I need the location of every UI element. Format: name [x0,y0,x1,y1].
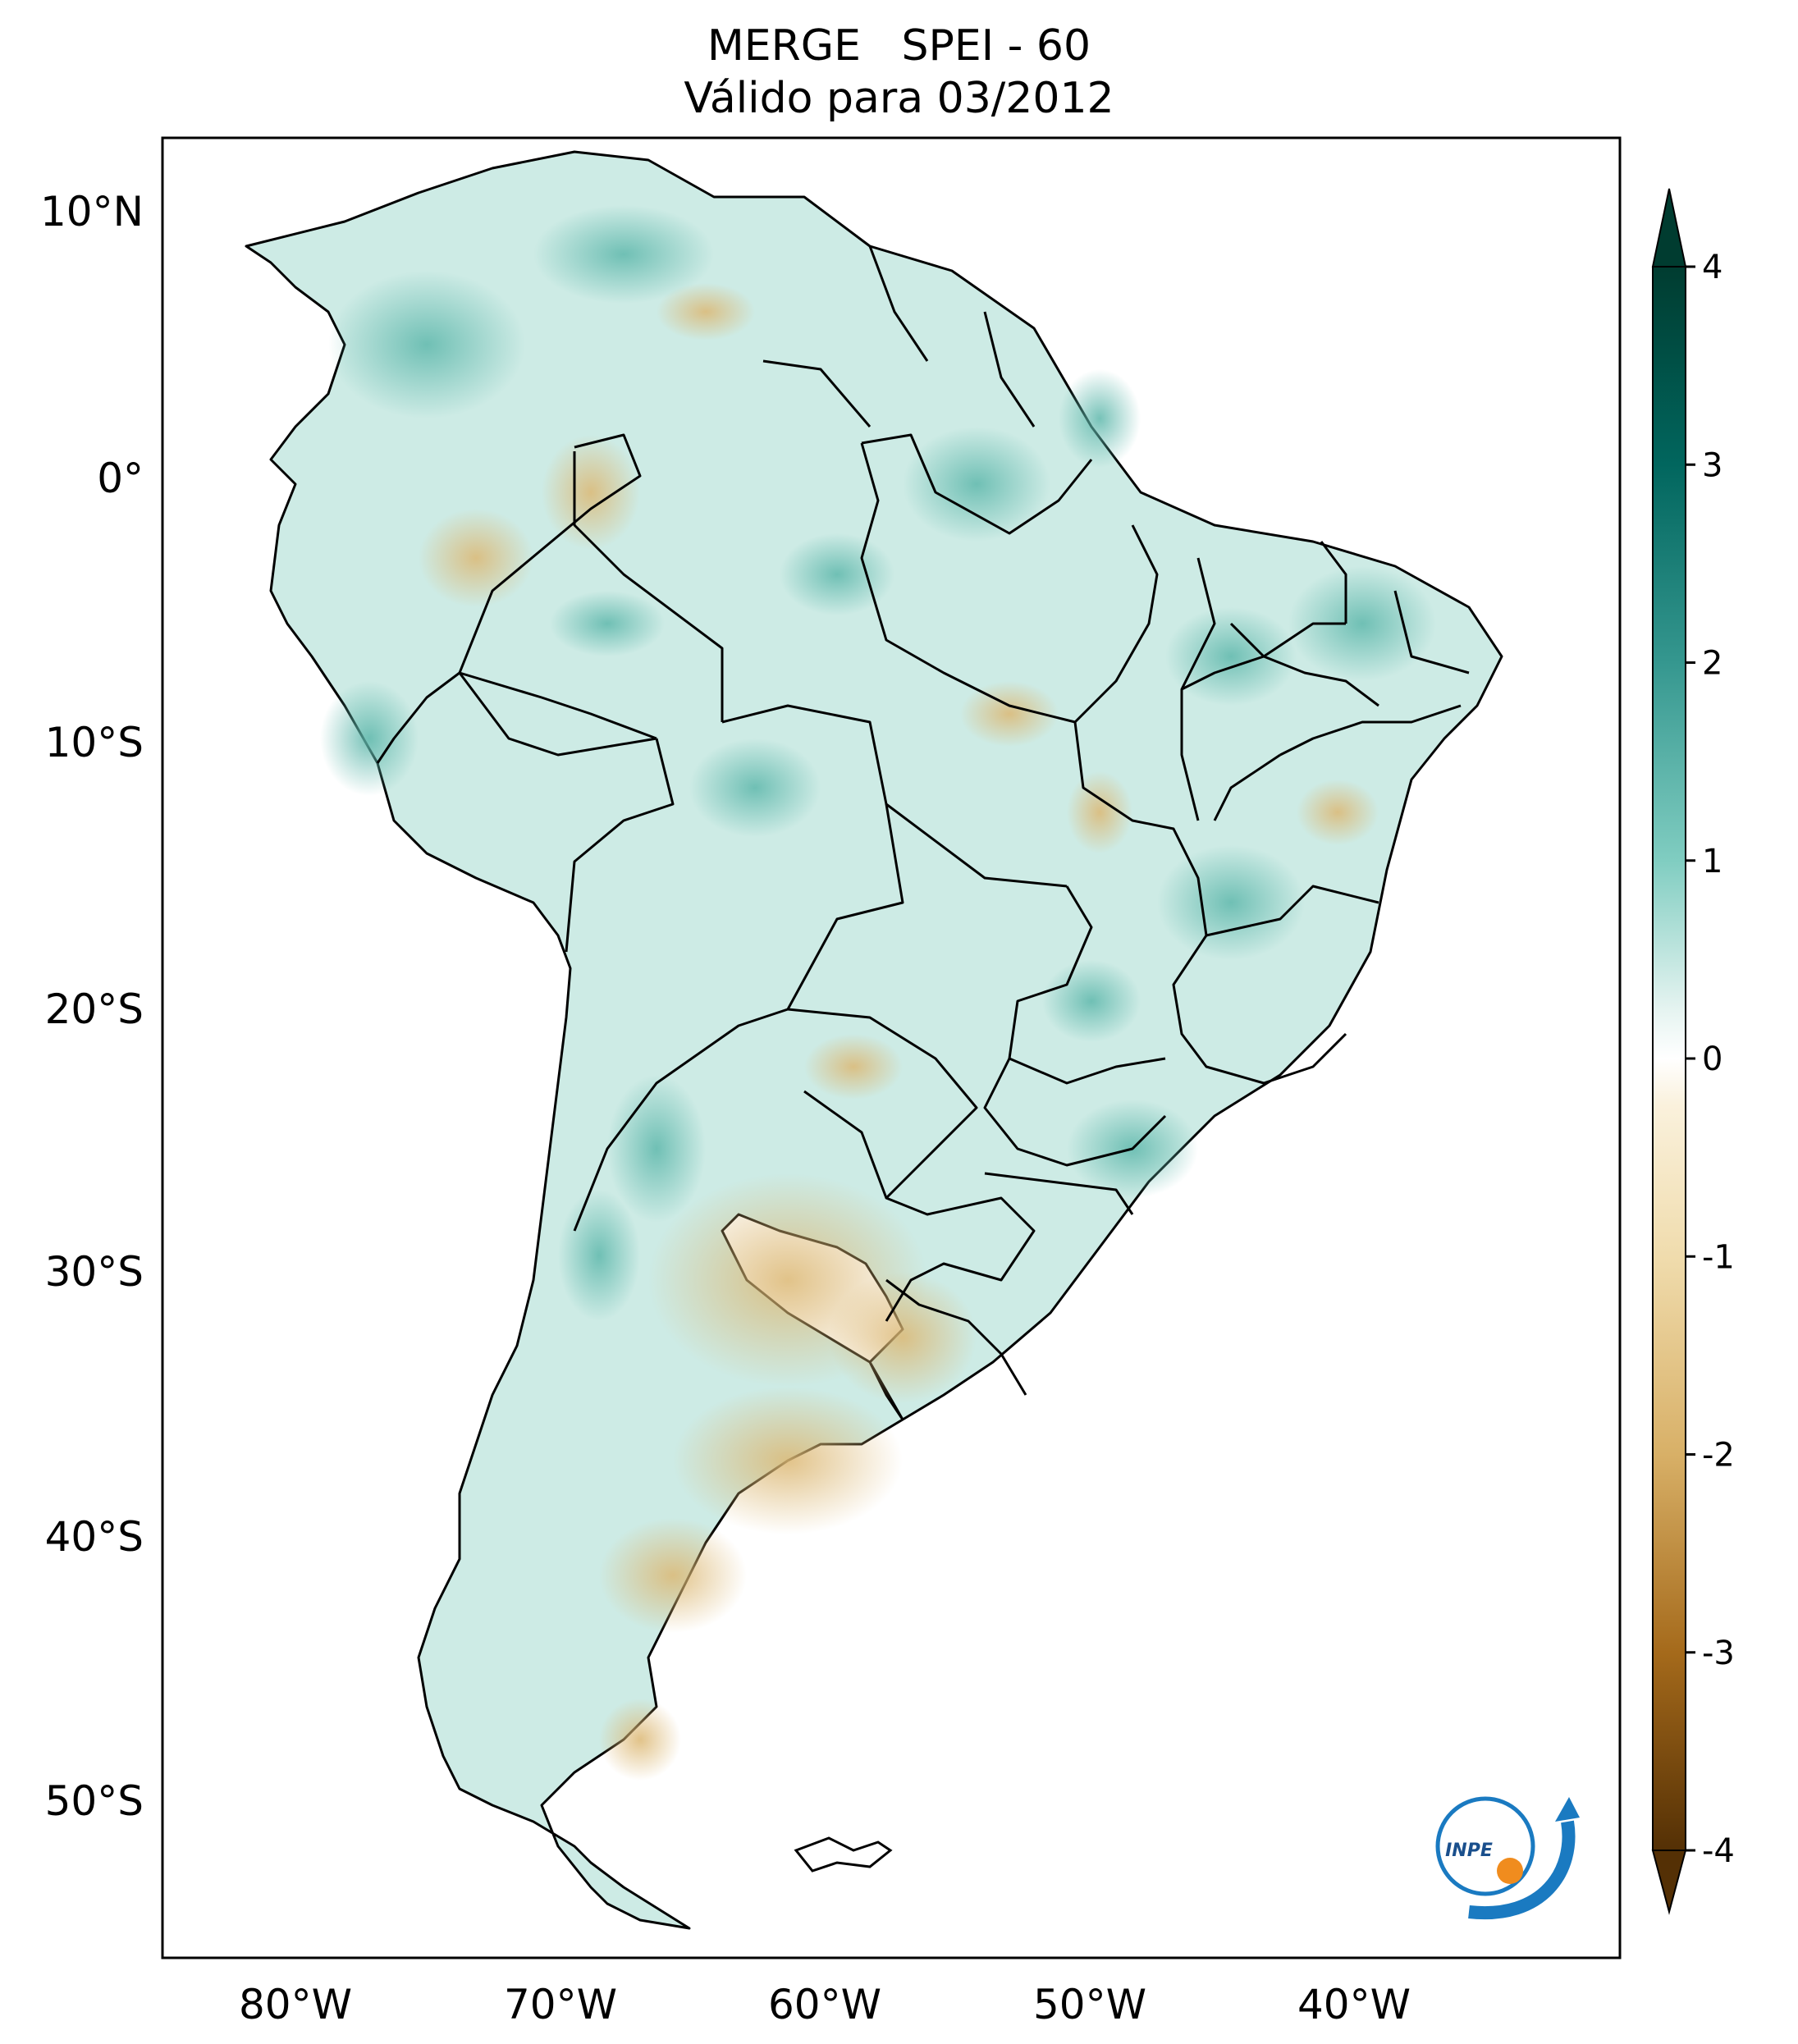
colorbar-tick-label: 3 [1702,446,1723,484]
colorbar-tick-label: -1 [1702,1238,1735,1276]
borders [376,245,1470,1396]
lon-tick-70w: 70°W [504,1981,617,2028]
map-title: MERGE SPEI - 60 Válido para 03/2012 [0,20,1798,125]
title-line-1: MERGE SPEI - 60 [707,21,1091,71]
colorbar-ticks: 4 3 2 1 0 -1 -2 -3 -4 [1686,249,1735,1870]
colorbar-tick-label: 1 [1702,843,1723,880]
inpe-logo-text: INPE [1445,1841,1493,1861]
colorbar-tick-label: 2 [1702,645,1723,683]
lon-tick-50w: 50°W [1033,1981,1146,2028]
lon-tick-80w: 80°W [239,1981,352,2028]
colorbar-tick-label: -2 [1702,1437,1735,1475]
lon-tick-labels: 80°W 70°W 60°W 50°W 40°W [239,1981,1411,2028]
lat-tick-10s: 10°S [45,719,144,766]
lat-tick-labels: 10°N 0° 10°S 20°S 30°S 40°S 50°S [40,188,144,1825]
colorbar-tick-label: -3 [1702,1635,1735,1672]
lat-tick-10n: 10°N [40,188,144,235]
title-line-2: Válido para 03/2012 [684,74,1114,123]
inpe-logo: INPE [1435,1796,1580,1920]
falkland-islands [794,1836,893,1873]
lat-tick-40s: 40°S [45,1513,144,1561]
colorbar: 4 3 2 1 0 -1 -2 -3 -4 [1651,188,1735,1915]
colorbar-extend-bottom [1651,1850,1687,1915]
colorbar-body [1652,266,1686,1851]
lon-tick-40w: 40°W [1297,1981,1411,2028]
colorbar-extend-top [1651,188,1687,268]
colorbar-tick-label: -4 [1702,1832,1735,1870]
lat-tick-20s: 20°S [45,985,144,1033]
lat-tick-0: 0° [97,455,144,502]
lat-tick-50s: 50°S [45,1777,144,1825]
map-content [245,150,1503,1930]
colorbar-tick-label: 0 [1702,1040,1723,1078]
colorbar-tick-label: 4 [1702,249,1723,286]
lat-tick-30s: 30°S [45,1248,144,1296]
lon-tick-60w: 60°W [768,1981,881,2028]
